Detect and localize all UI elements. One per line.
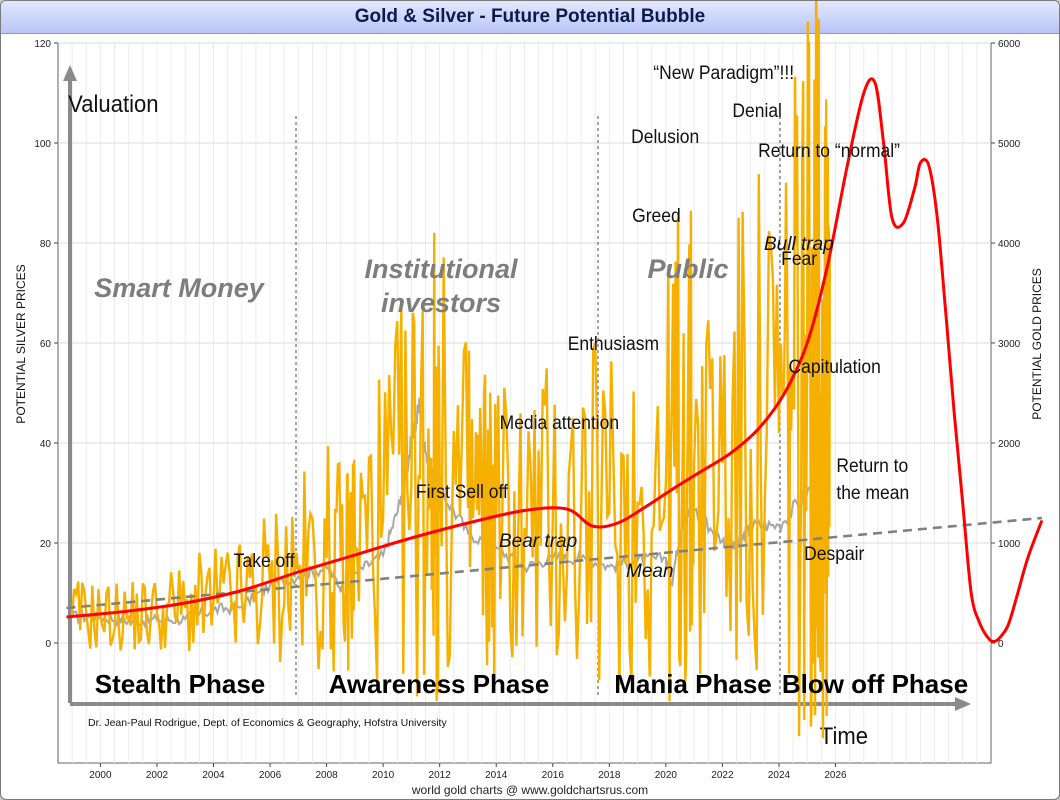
first-sell-off-label: First Sell off — [416, 480, 509, 502]
x-axis-ticks: 2000 2002 2004 2006 2008 2010 2012 2014 2016 2018… — [89, 763, 847, 781]
left-tick-label: 40 — [40, 439, 52, 450]
left-tick-label: 20 — [40, 539, 52, 550]
fear-label: Fear — [781, 247, 817, 269]
left-tick-label: 0 — [45, 639, 51, 650]
bubble-model-line — [66, 77, 1044, 644]
blow-off-phase-label: Blow off Phase — [782, 669, 968, 699]
right-axis-label: POTENTIAL GOLD PRICES — [1030, 268, 1044, 420]
denial-label: Denial — [732, 99, 782, 121]
x-tick-label: 2020 — [655, 770, 678, 781]
source-footer: world gold charts @ www.goldchartsrus.co… — [411, 783, 649, 797]
right-tick-label: 5000 — [998, 139, 1021, 150]
x-tick-label: 2010 — [372, 770, 395, 781]
public-label: Public — [647, 254, 728, 284]
bull-trap-label: Bull trap — [764, 234, 834, 255]
the-mean-label: the mean — [836, 481, 909, 503]
mean-trend-line — [66, 516, 1043, 610]
x-tick-label: 2008 — [315, 770, 338, 781]
greed-label: Greed — [632, 204, 681, 226]
left-axis-ticks: 0 20 40 60 80 100 120 — [34, 39, 58, 650]
enthusiasm-label: Enthusiasm — [568, 332, 659, 354]
left-tick-label: 100 — [34, 139, 51, 150]
x-tick-label: 2002 — [146, 770, 169, 781]
awareness-phase-label: Awareness Phase — [329, 669, 550, 699]
stealth-phase-label: Stealth Phase — [95, 669, 266, 699]
right-tick-label: 4000 — [998, 239, 1021, 250]
x-tick-label: 2022 — [711, 770, 734, 781]
x-tick-label: 2014 — [485, 770, 508, 781]
left-tick-label: 120 — [34, 39, 51, 50]
x-tick-label: 2024 — [768, 770, 791, 781]
valuation-label: Valuation — [68, 90, 158, 117]
take-off-label: Take off — [234, 549, 296, 571]
media-attention-label: Media attention — [500, 411, 619, 433]
x-tick-label: 2004 — [202, 770, 225, 781]
left-axis-label: POTENTIAL SILVER PRICES — [14, 264, 28, 423]
author-credit: Dr. Jean-Paul Rodrigue, Dept. of Economi… — [88, 717, 447, 729]
x-tick-label: 2000 — [89, 770, 112, 781]
left-tick-label: 60 — [40, 339, 52, 350]
right-tick-label: 3000 — [998, 339, 1021, 350]
delusion-label: Delusion — [631, 125, 699, 147]
investors-label: investors — [381, 288, 501, 318]
right-tick-label: 6000 — [998, 39, 1021, 50]
despair-label: Despair — [804, 542, 864, 564]
x-tick-label: 2016 — [542, 770, 565, 781]
mania-phase-label: Mania Phase — [614, 669, 772, 699]
return-to-label: Return to — [836, 454, 908, 476]
right-tick-label: 1000 — [998, 539, 1021, 550]
time-arrowhead — [955, 697, 971, 711]
time-label: Time — [820, 722, 868, 749]
smart-money-label: Smart Money — [94, 273, 266, 303]
capitulation-label: Capitulation — [789, 355, 881, 377]
valuation-arrowhead — [63, 65, 77, 81]
new-paradigm-label: “New Paradigm”!!! — [653, 61, 794, 83]
right-tick-label: 2000 — [998, 439, 1021, 450]
mean-label: Mean — [626, 561, 674, 582]
right-axis-ticks: 0 1000 2000 3000 4000 5000 6000 — [991, 39, 1021, 650]
return-to-normal-label: Return to “normal” — [758, 139, 900, 161]
series-layer — [66, 1, 1044, 739]
right-tick-label: 0 — [998, 639, 1004, 650]
chart-title: Gold & Silver - Future Potential Bubble — [1, 1, 1059, 34]
institutional-label: Institutional — [365, 254, 518, 284]
left-tick-label: 80 — [40, 239, 52, 250]
bear-trap-label: Bear trap — [499, 531, 577, 552]
x-tick-label: 2006 — [259, 770, 282, 781]
x-tick-label: 2012 — [429, 770, 452, 781]
x-tick-label: 2026 — [824, 770, 847, 781]
x-tick-label: 2018 — [598, 770, 621, 781]
